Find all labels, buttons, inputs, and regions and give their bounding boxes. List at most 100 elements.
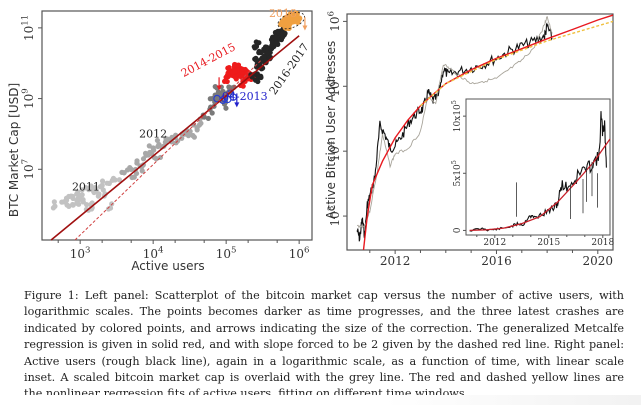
y-tick-label: 107 bbox=[21, 159, 36, 180]
caption-line: Figure 1: Left panel: Scatterplot of the… bbox=[24, 289, 624, 302]
data-point bbox=[232, 74, 238, 80]
data-point bbox=[209, 110, 215, 116]
data-point bbox=[221, 78, 228, 84]
data-point bbox=[51, 199, 57, 205]
data-point bbox=[80, 199, 86, 205]
data-point bbox=[92, 185, 98, 191]
data-point bbox=[52, 203, 58, 209]
data-point bbox=[232, 68, 238, 74]
regression-line-solid bbox=[50, 35, 300, 241]
series-line-scaled-market-cap bbox=[356, 16, 553, 229]
left-axes: 103 104 105 106 107 109 1011 bbox=[21, 15, 310, 261]
data-point bbox=[99, 178, 106, 184]
figure-caption: Figure 1: Left panel: Scatterplot of the… bbox=[24, 288, 624, 403]
data-point bbox=[220, 94, 229, 103]
caption-line: inset. A scaled bitcoin market cap is ov… bbox=[24, 371, 624, 385]
data-point bbox=[116, 177, 122, 183]
data-point bbox=[205, 115, 211, 122]
data-point bbox=[128, 166, 134, 172]
annotation-label: 2011 bbox=[72, 181, 100, 194]
series-2018 bbox=[278, 10, 303, 32]
y-tick-label: 105 bbox=[327, 76, 342, 97]
data-point bbox=[190, 132, 196, 139]
x-tick-label: 2020 bbox=[583, 254, 614, 268]
data-point bbox=[150, 145, 156, 151]
data-point bbox=[264, 50, 271, 56]
data-point bbox=[66, 193, 72, 200]
x-tick-label: 104 bbox=[143, 246, 164, 261]
page-shadow bbox=[0, 395, 641, 405]
x-tick-label: 2016 bbox=[481, 254, 512, 268]
data-point bbox=[253, 55, 259, 61]
data-point bbox=[258, 74, 264, 81]
y-tick-label: 1011 bbox=[21, 15, 36, 41]
data-point bbox=[99, 182, 105, 189]
data-point bbox=[256, 48, 262, 54]
data-point bbox=[284, 19, 291, 26]
x-tick-label: 103 bbox=[70, 246, 91, 261]
y-tick-label: 103 bbox=[327, 206, 342, 227]
data-point bbox=[264, 44, 270, 50]
data-point bbox=[146, 143, 152, 149]
data-point bbox=[142, 150, 149, 156]
data-point bbox=[179, 135, 185, 141]
correction-arrow-head bbox=[216, 85, 222, 91]
right-marks bbox=[356, 14, 613, 250]
y-tick-label: 104 bbox=[327, 140, 342, 161]
annotation-label: 2012 bbox=[139, 127, 167, 140]
data-point bbox=[121, 170, 127, 176]
inset-series-nonlinear-fit bbox=[469, 138, 611, 232]
data-point bbox=[133, 170, 140, 177]
correction-arrow-head bbox=[234, 102, 240, 108]
data-point bbox=[88, 183, 94, 189]
data-point bbox=[290, 18, 297, 25]
data-point bbox=[134, 160, 140, 166]
inset-x-tick-label: 2018 bbox=[591, 238, 614, 248]
data-point bbox=[70, 201, 76, 208]
series-2018-outline bbox=[277, 12, 306, 30]
data-point bbox=[251, 44, 257, 50]
annotation-label: 2018 bbox=[269, 7, 297, 20]
data-point bbox=[273, 35, 279, 41]
annotation-label: 04-2013 bbox=[222, 90, 268, 103]
y-tick-label: 106 bbox=[327, 11, 342, 32]
right-ylabel: Active Bitcion User Addresses bbox=[324, 41, 338, 220]
data-point bbox=[109, 201, 115, 207]
inset-y-tick-label: 10x105 bbox=[450, 100, 463, 132]
series-line-nonlinear-fit-dashed-yellow- bbox=[420, 20, 613, 107]
data-point bbox=[252, 77, 259, 83]
data-point bbox=[100, 187, 106, 193]
caption-line: Active users (rough black line), again i… bbox=[24, 354, 624, 368]
data-point bbox=[198, 120, 204, 126]
data-point bbox=[96, 191, 102, 197]
caption-line: regression is given in solid red, and wi… bbox=[24, 338, 624, 352]
inset-plot-frame bbox=[465, 98, 611, 236]
data-point bbox=[63, 197, 70, 203]
regression-line-dashed bbox=[74, 60, 262, 241]
data-point bbox=[131, 174, 137, 180]
data-point bbox=[257, 59, 263, 65]
caption-line: logarithmic scales. The points becomes d… bbox=[24, 305, 624, 319]
data-point bbox=[185, 133, 192, 139]
correction-arrow-head bbox=[302, 25, 308, 31]
data-point bbox=[154, 137, 161, 144]
data-point bbox=[147, 149, 153, 156]
y-tick-label: 109 bbox=[21, 88, 36, 109]
data-point bbox=[233, 62, 239, 68]
right-panel-timeseries: 2012 2016 2020 103 104 105 106 Active Bitcion … bbox=[324, 11, 615, 268]
inset-x-tick-label: 2012 bbox=[483, 238, 506, 248]
inset-linear-plot: 2012 2015 2018 0 5x105 10x105 bbox=[450, 98, 615, 248]
right-axes: 2012 2016 2020 103 104 105 106 bbox=[327, 11, 613, 268]
data-point bbox=[269, 40, 276, 46]
data-point bbox=[106, 180, 112, 186]
data-point bbox=[221, 101, 228, 107]
data-point bbox=[226, 65, 232, 71]
data-point bbox=[112, 177, 118, 183]
left-ylabel: BTC Market Cap [USD] bbox=[7, 83, 21, 217]
data-point bbox=[279, 31, 285, 37]
data-point bbox=[74, 200, 80, 206]
caption-line: indicated by colored points, and arrows … bbox=[24, 321, 624, 335]
data-point bbox=[275, 28, 281, 34]
